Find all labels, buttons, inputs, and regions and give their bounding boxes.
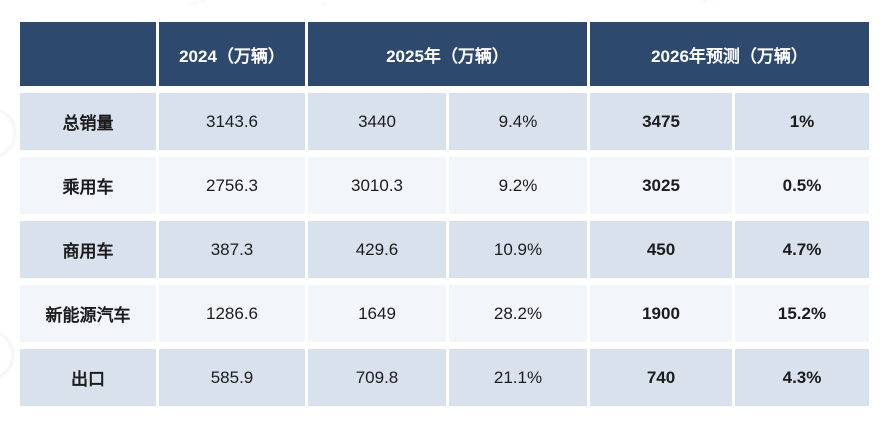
cell-2025-value: 3010.3 bbox=[308, 157, 446, 214]
table-row: 总销量 3143.6 3440 9.4% 3475 1% bbox=[20, 93, 869, 150]
cell-2025-growth: 9.4% bbox=[449, 93, 587, 150]
cell-2026-value: 3475 bbox=[590, 93, 732, 150]
row-label-new-energy-vehicles: 新能源汽车 bbox=[20, 285, 156, 342]
header-2025: 2025年（万辆） bbox=[308, 22, 587, 86]
cell-2025-growth: 9.2% bbox=[449, 157, 587, 214]
cell-2024-value: 3143.6 bbox=[159, 93, 305, 150]
cell-2025-growth: 28.2% bbox=[449, 285, 587, 342]
watermark-artifact: ~ bbox=[317, 0, 332, 13]
cell-2026-growth: 4.7% bbox=[735, 221, 869, 278]
cell-2025-growth: 10.9% bbox=[449, 221, 587, 278]
row-label-commercial-vehicles: 商用车 bbox=[20, 221, 156, 278]
row-label-exports: 出口 bbox=[20, 349, 156, 406]
row-label-passenger-cars: 乘用车 bbox=[20, 157, 156, 214]
table-row: 出口 585.9 709.8 21.1% 740 4.3% bbox=[20, 349, 869, 406]
cell-2024-value: 2756.3 bbox=[159, 157, 305, 214]
cell-2026-growth: 4.3% bbox=[735, 349, 869, 406]
row-label-total-sales: 总销量 bbox=[20, 93, 156, 150]
sales-forecast-table: 2024（万辆） 2025年（万辆） 2026年预测（万辆） 总销量 3143.… bbox=[17, 15, 872, 413]
header-2026-forecast: 2026年预测（万辆） bbox=[590, 22, 869, 86]
cell-2026-growth: 15.2% bbox=[735, 285, 869, 342]
cell-2024-value: 387.3 bbox=[159, 221, 305, 278]
table-row: 商用车 387.3 429.6 10.9% 450 4.7% bbox=[20, 221, 869, 278]
watermark-artifact: ~~ bbox=[698, 0, 721, 10]
table-row: 新能源汽车 1286.6 1649 28.2% 1900 15.2% bbox=[20, 285, 869, 342]
header-2024: 2024（万辆） bbox=[159, 22, 305, 86]
cell-2024-value: 585.9 bbox=[159, 349, 305, 406]
table-row: 乘用车 2756.3 3010.3 9.2% 3025 0.5% bbox=[20, 157, 869, 214]
table-header: 2024（万辆） 2025年（万辆） 2026年预测（万辆） bbox=[20, 22, 869, 86]
cell-2026-value: 3025 bbox=[590, 157, 732, 214]
cell-2026-growth: 1% bbox=[735, 93, 869, 150]
cell-2025-value: 1649 bbox=[308, 285, 446, 342]
cell-2026-value: 450 bbox=[590, 221, 732, 278]
cell-2025-value: 709.8 bbox=[308, 349, 446, 406]
cell-2026-value: 1900 bbox=[590, 285, 732, 342]
cell-2025-value: 429.6 bbox=[308, 221, 446, 278]
cell-2024-value: 1286.6 bbox=[159, 285, 305, 342]
watermark-artifact: ~~ bbox=[188, 0, 212, 12]
header-empty-cell bbox=[20, 22, 156, 86]
cell-2026-growth: 0.5% bbox=[735, 157, 869, 214]
cell-2025-value: 3440 bbox=[308, 93, 446, 150]
cell-2025-growth: 21.1% bbox=[449, 349, 587, 406]
cell-2026-value: 740 bbox=[590, 349, 732, 406]
